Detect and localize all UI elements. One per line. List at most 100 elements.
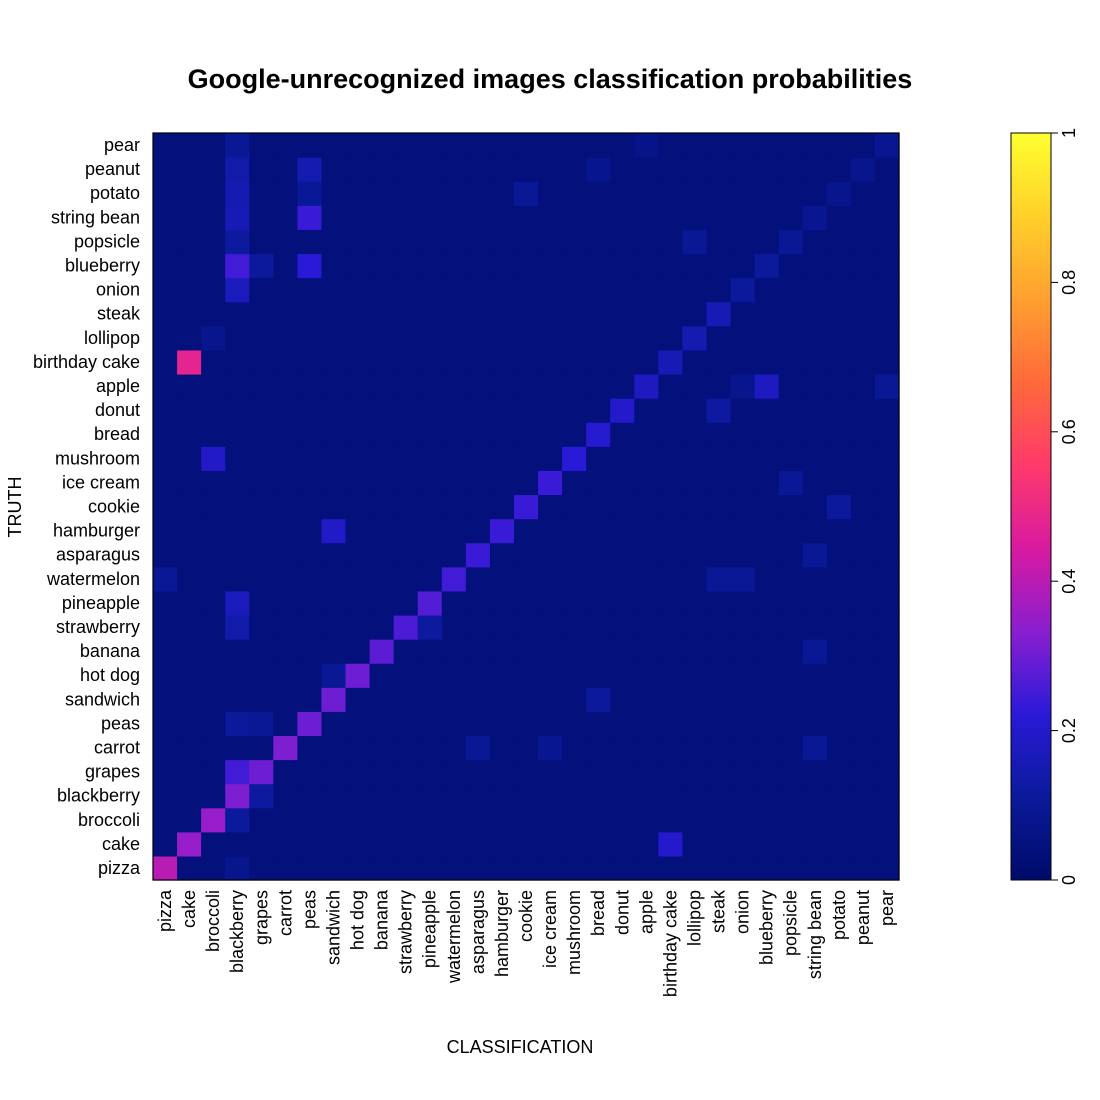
heatmap-cell (249, 277, 274, 303)
heatmap-cell (321, 446, 347, 471)
heatmap-cell (586, 759, 611, 785)
heatmap-cell (538, 542, 563, 568)
heatmap-cell (778, 711, 804, 737)
heatmap-cell (802, 759, 828, 785)
heatmap-cell (249, 398, 274, 423)
y-tick-label: ice cream (62, 472, 140, 492)
heatmap-cell (417, 349, 443, 375)
heatmap-cell (634, 301, 659, 327)
x-tick-label: banana (372, 889, 392, 950)
heatmap-cell (369, 542, 395, 568)
heatmap-cell (586, 373, 611, 399)
heatmap-cell (393, 205, 419, 230)
y-tick-label: apple (96, 376, 140, 396)
heatmap-cell (417, 639, 443, 664)
heatmap-cell (754, 566, 780, 592)
heatmap-cell (706, 301, 732, 327)
heatmap-cell (778, 831, 804, 857)
heatmap-cell (225, 711, 250, 737)
heatmap-cell (273, 373, 298, 399)
heatmap-cell (682, 759, 708, 785)
heatmap-cell (682, 253, 708, 279)
heatmap-cell (249, 253, 274, 279)
heatmap-cell (273, 470, 298, 496)
heatmap-cell (778, 253, 804, 279)
heatmap-cell (153, 518, 178, 544)
heatmap-cell (225, 614, 250, 640)
heatmap-cell (706, 566, 732, 592)
heatmap-cell (634, 277, 659, 303)
heatmap-cell (730, 518, 756, 544)
heatmap-cell (610, 590, 635, 616)
heatmap-cell (321, 783, 347, 809)
heatmap-cell (802, 663, 828, 688)
heatmap-cell (297, 470, 323, 496)
heatmap-cell (706, 687, 732, 712)
heatmap-cell (225, 687, 250, 712)
heatmap-cell (369, 639, 395, 664)
heatmap-cell (682, 518, 708, 544)
heatmap-cell (850, 663, 876, 688)
heatmap-cell (874, 855, 900, 881)
heatmap-cell (393, 590, 419, 616)
x-tick-label: broccoli (203, 890, 223, 952)
heatmap-cell (513, 373, 539, 399)
heatmap-cell (706, 470, 732, 496)
heatmap-cell (538, 614, 563, 640)
heatmap-cell (297, 639, 323, 664)
heatmap-cell (754, 446, 780, 471)
heatmap-cell (874, 759, 900, 785)
heatmap-cell (562, 446, 587, 471)
heatmap-cell (465, 759, 491, 785)
heatmap-cell (682, 422, 708, 447)
heatmap-cell (465, 542, 491, 568)
heatmap-cell (850, 349, 876, 375)
heatmap-cell (321, 639, 347, 664)
heatmap-cell (345, 494, 371, 520)
heatmap-cell (706, 446, 732, 471)
heatmap-cell (802, 639, 828, 664)
heatmap-cell (538, 229, 563, 255)
heatmap-cell (586, 566, 611, 592)
heatmap-cell (802, 277, 828, 303)
heatmap-cell (249, 133, 274, 158)
heatmap-cell (393, 277, 419, 303)
heatmap-cell (562, 759, 587, 785)
heatmap-cell (754, 494, 780, 520)
heatmap-cell (393, 518, 419, 544)
heatmap-cell (513, 422, 539, 447)
heatmap-cell (273, 855, 298, 881)
y-tick-label: blackberry (57, 786, 140, 806)
heatmap-cell (369, 614, 395, 640)
heatmap-cell (177, 446, 202, 471)
heatmap-cell (465, 301, 491, 327)
heatmap-cell (177, 590, 202, 616)
heatmap-cell (489, 542, 515, 568)
heatmap-cell (586, 325, 611, 351)
colorbar-tick-label: 0.8 (1059, 270, 1079, 295)
heatmap-cell (706, 494, 732, 520)
heatmap-cell (634, 253, 659, 279)
y-tick-label: potato (90, 183, 140, 203)
heatmap-cell (754, 349, 780, 375)
heatmap-cell (465, 277, 491, 303)
heatmap-cell (874, 325, 900, 351)
heatmap-cell (201, 253, 226, 279)
heatmap-cell (465, 422, 491, 447)
heatmap-cell (297, 590, 323, 616)
heatmap-cell (225, 566, 250, 592)
heatmap-cell (177, 181, 202, 206)
heatmap-cell (225, 446, 250, 471)
heatmap-cell (201, 494, 226, 520)
heatmap-cell (730, 783, 756, 809)
x-tick-label: sandwich (323, 890, 343, 965)
heatmap-cell (634, 831, 659, 857)
heatmap-cell (586, 687, 611, 712)
heatmap-cell (874, 711, 900, 737)
heatmap-cell (393, 494, 419, 520)
heatmap-cell (682, 639, 708, 664)
heatmap-cell (682, 542, 708, 568)
heatmap-cell (417, 590, 443, 616)
heatmap-cell (778, 133, 804, 158)
heatmap-cell (874, 229, 900, 255)
